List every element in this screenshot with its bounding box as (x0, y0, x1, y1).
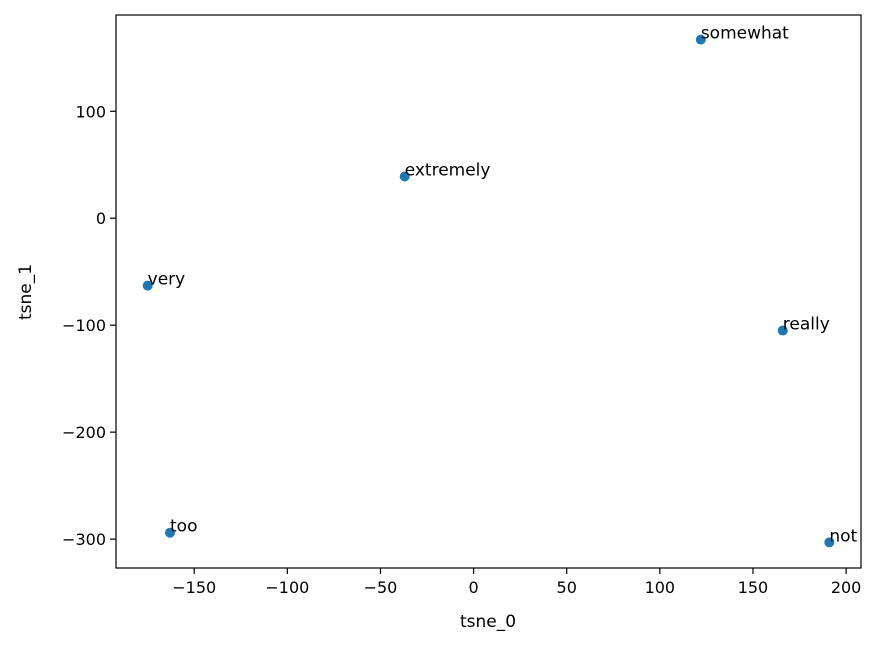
data-point (824, 537, 835, 548)
point-label: somewhat (701, 24, 789, 44)
data-point (695, 34, 706, 45)
point-label: really (783, 315, 830, 335)
point-label: too (170, 517, 197, 537)
y-tick-label: 0 (96, 209, 106, 228)
x-tick-label: −50 (364, 578, 398, 597)
point-label: extremely (405, 161, 491, 181)
plot-area (115, 14, 862, 569)
x-axis-ticks: −150 −100 −50 0 50 100 150 200 (172, 568, 861, 597)
x-tick-label: 0 (469, 578, 479, 597)
data-point (399, 171, 410, 182)
x-tick-label: 150 (738, 578, 769, 597)
y-axis-label: tsne_1 (16, 264, 36, 320)
y-axis-ticks: −300 −200 −100 0 100 (62, 102, 116, 549)
point-label: very (148, 270, 186, 290)
y-tick-label: −300 (62, 530, 106, 549)
y-tick-label: −100 (62, 316, 106, 335)
x-tick-label: −100 (265, 578, 309, 597)
x-tick-label: −150 (172, 578, 216, 597)
y-tick-label: −200 (62, 423, 106, 442)
x-axis-label: tsne_0 (460, 612, 516, 632)
x-tick-label: 200 (831, 578, 862, 597)
y-tick-label: 100 (75, 102, 106, 121)
data-point (165, 527, 176, 538)
data-points: somewhat extremely very really too not (142, 24, 858, 548)
x-tick-label: 50 (557, 578, 577, 597)
data-point (142, 280, 153, 291)
x-tick-label: 100 (645, 578, 676, 597)
data-point (777, 325, 788, 336)
point-label: not (829, 526, 857, 546)
